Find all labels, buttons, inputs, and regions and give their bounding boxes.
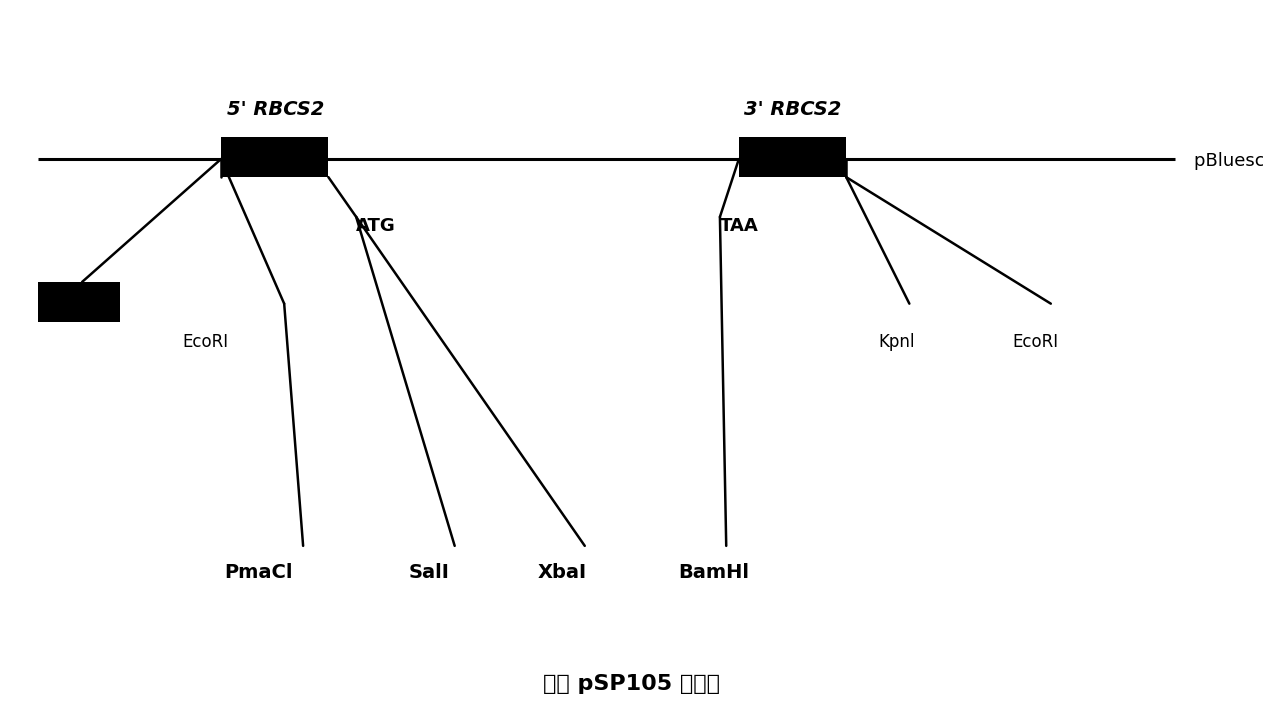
Text: TAA: TAA bbox=[720, 217, 759, 235]
Bar bbox=[38, 282, 120, 322]
Text: 载体 pSP105 结构图: 载体 pSP105 结构图 bbox=[543, 674, 720, 694]
Text: Kpnl: Kpnl bbox=[879, 333, 914, 351]
Bar bbox=[221, 137, 328, 177]
Text: EcoRI: EcoRI bbox=[183, 333, 229, 351]
Text: SalI: SalI bbox=[409, 563, 450, 582]
Text: PmaCl: PmaCl bbox=[225, 563, 293, 582]
Text: BamHl: BamHl bbox=[678, 563, 749, 582]
Text: EcoRI: EcoRI bbox=[1013, 333, 1058, 351]
Bar bbox=[739, 137, 846, 177]
Text: ATG: ATG bbox=[356, 217, 395, 235]
Text: 5' RBCS2: 5' RBCS2 bbox=[226, 100, 325, 119]
Text: pBluescript SK: pBluescript SK bbox=[1194, 152, 1263, 169]
Text: XbaI: XbaI bbox=[538, 563, 586, 582]
Text: 3' RBCS2: 3' RBCS2 bbox=[744, 100, 842, 119]
